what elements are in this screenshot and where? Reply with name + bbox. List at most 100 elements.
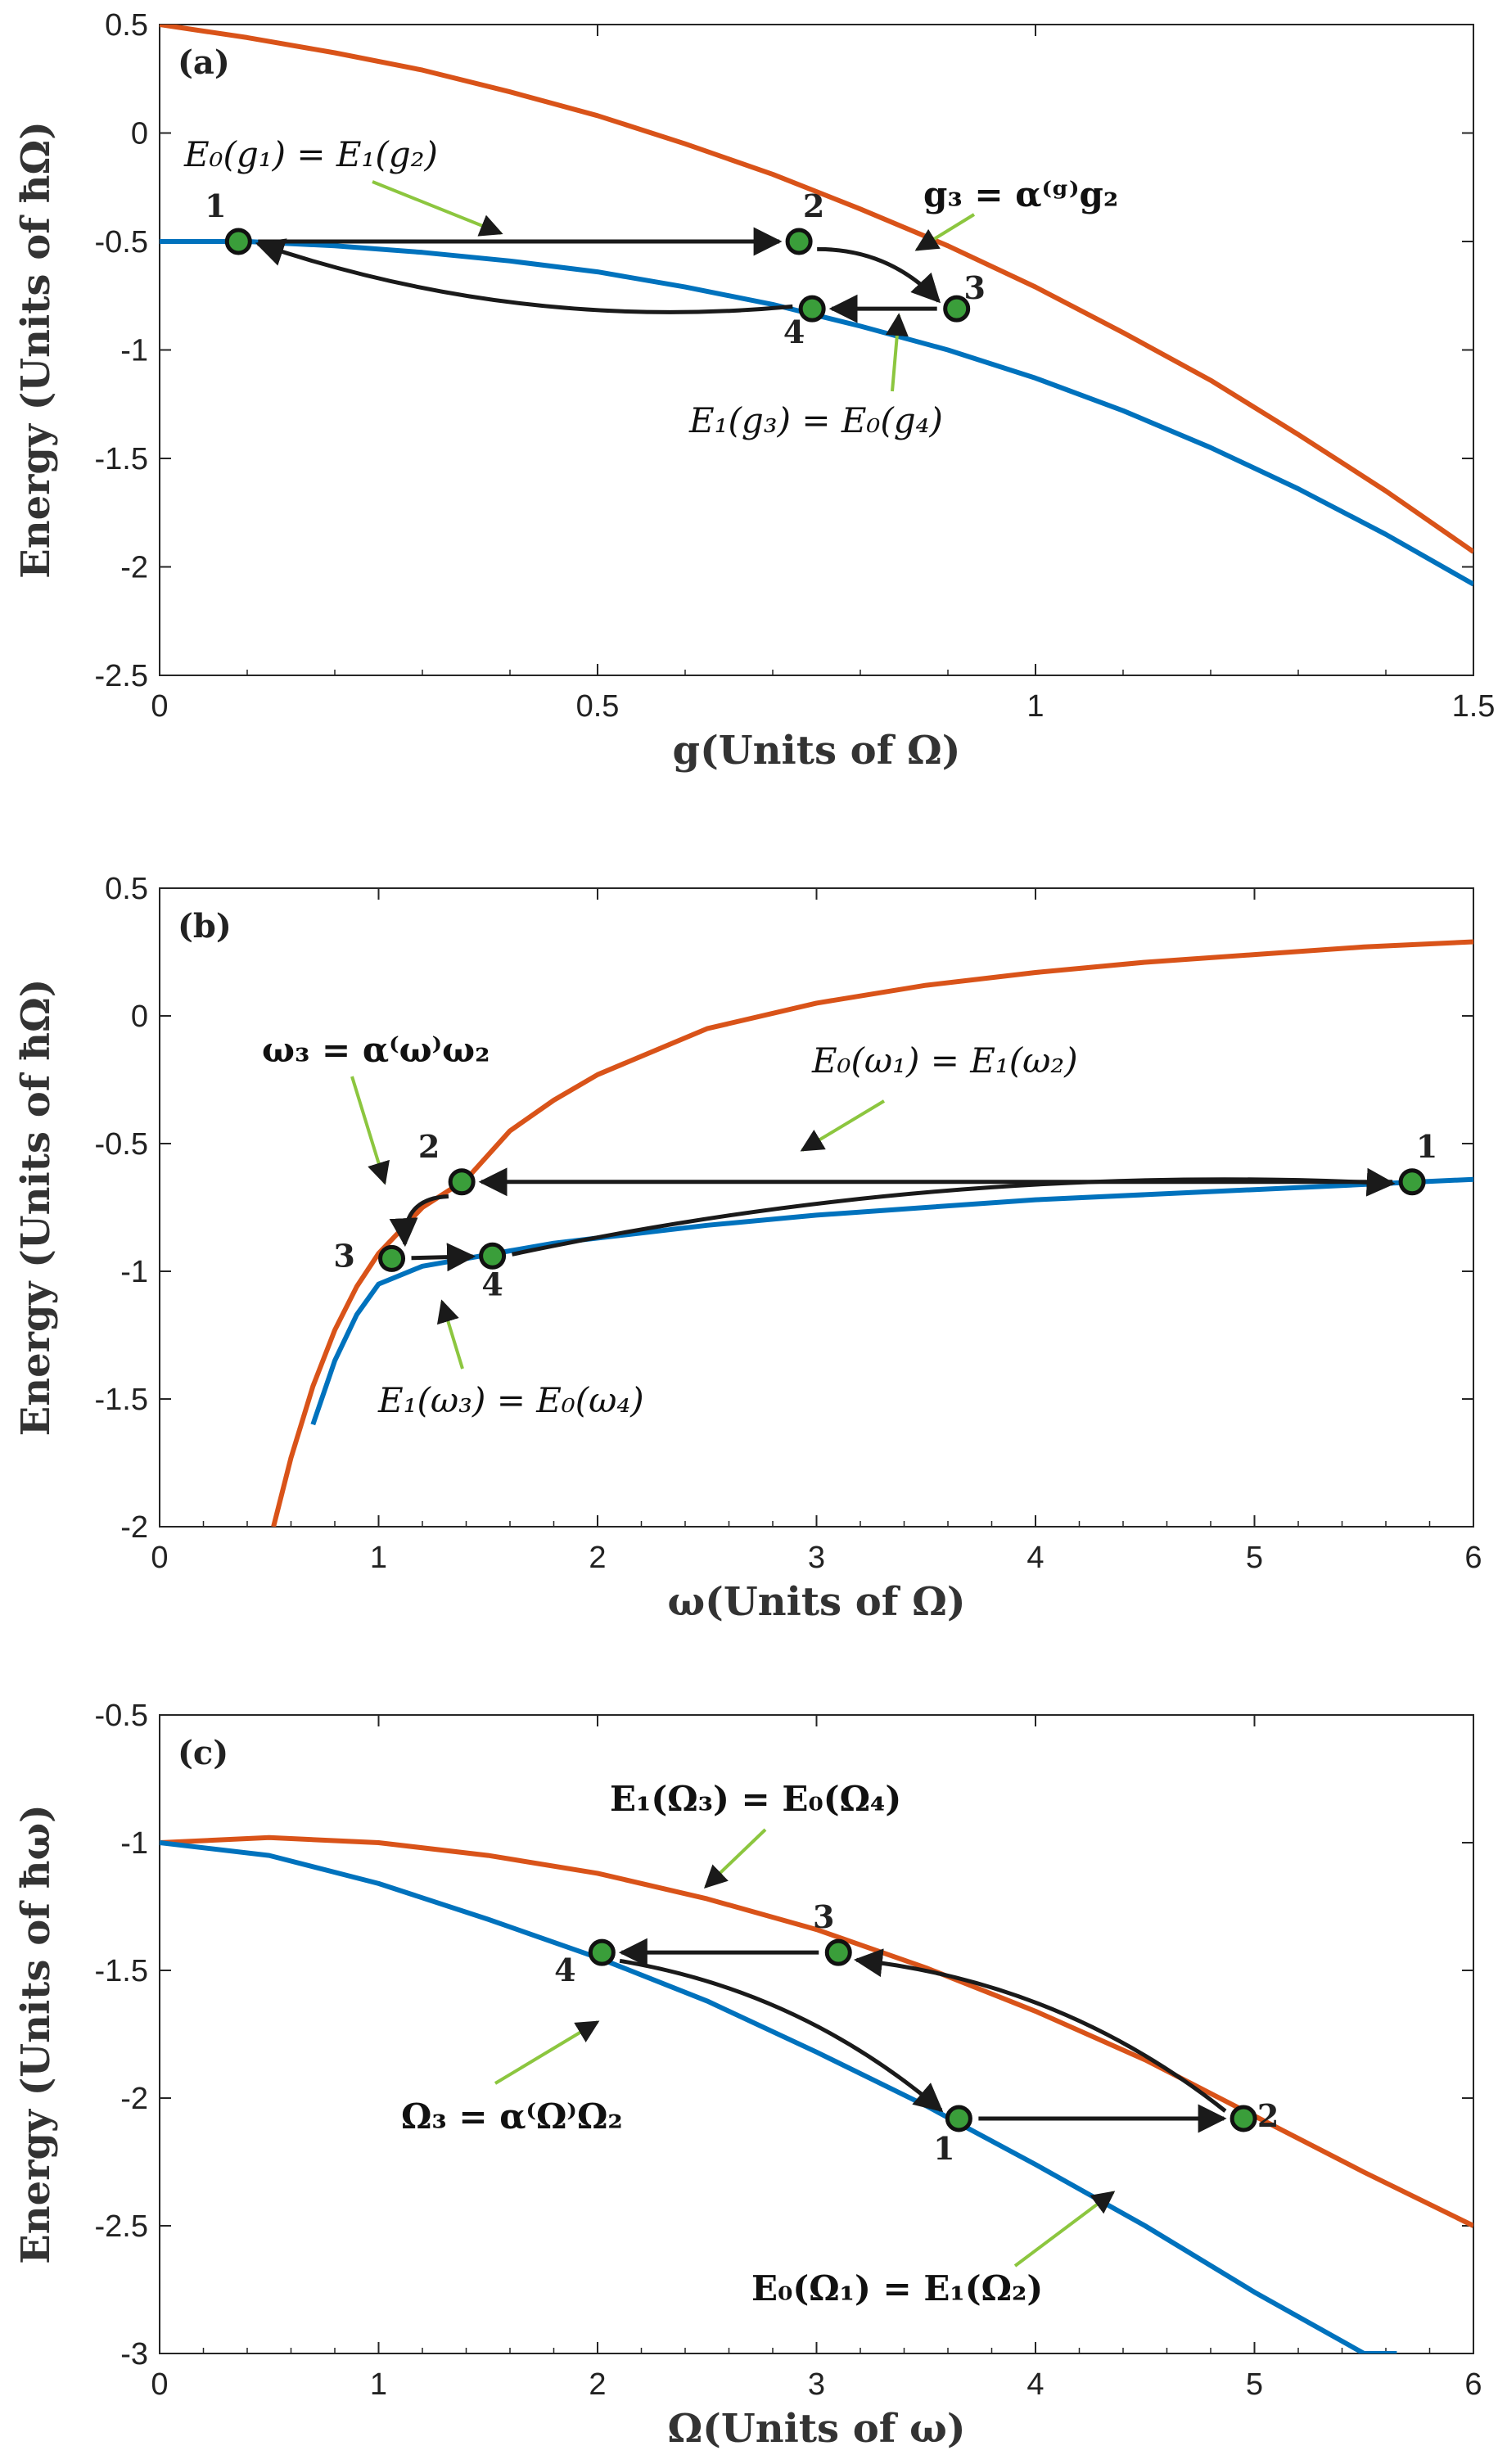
panel-b: 0 1 2 3 4 5 6 0.5 0 -0.5 -1 -1.5 -2 1 2 3 4 (b) ω(Units… <box>13 872 1482 1625</box>
point-label: 4 <box>481 1266 503 1302</box>
x-axis-label-b: ω(Units of Ω) <box>667 1579 965 1625</box>
point-label: 3 <box>963 269 985 306</box>
point-label: 4 <box>783 314 805 350</box>
arrows-a <box>255 227 941 323</box>
ticks-c: 0 1 2 3 4 5 6 -0.5 -1 -1.5 -2 -2.5 -3 <box>95 1699 1482 2402</box>
x-tick-label: 1.5 <box>1452 689 1496 724</box>
pointer-line <box>350 1076 390 1185</box>
ticks-b: 0 1 2 3 4 5 6 0.5 0 -0.5 -1 -1.5 -2 <box>95 872 1482 1575</box>
y-tick-label: -0.5 <box>95 225 148 259</box>
x-tick-label: 0 <box>151 689 168 724</box>
x-tick-label: 4 <box>1026 1541 1044 1575</box>
point-label: 2 <box>1257 2097 1279 2134</box>
point-label: 3 <box>333 1237 354 1274</box>
y-tick-label: 0 <box>131 117 148 151</box>
panel-label-b: (b) <box>178 907 232 945</box>
y-tick-label: -0.5 <box>95 1699 148 1733</box>
pointers-a <box>372 180 976 392</box>
point-label: 3 <box>813 1898 834 1935</box>
cycle-point-1 <box>945 2105 972 2132</box>
point-label: 1 <box>205 187 226 224</box>
cycle-point-3 <box>378 1244 406 1272</box>
pointer-line <box>1013 2191 1116 2268</box>
point-label: 4 <box>554 1952 575 1988</box>
cycle-point-2 <box>785 228 813 255</box>
y-tick-label: -2 <box>120 551 148 585</box>
y-axis-label-b: Energy (Units of ħΩ) <box>13 979 59 1437</box>
y-tick-label: -1.5 <box>95 1954 148 1988</box>
x-tick-label: 4 <box>1026 2367 1044 2402</box>
x-tick-label: 5 <box>1246 2367 1263 2402</box>
transition-arrow <box>411 1243 476 1272</box>
y-tick-label: -2.5 <box>95 2209 148 2244</box>
annotation-b-1: ω₃ = α⁽ω⁾ω₂ <box>262 1030 490 1070</box>
series-line-1 <box>271 939 1473 1527</box>
y-tick-label: -1 <box>120 1255 148 1289</box>
transition-arrow <box>512 1167 1396 1257</box>
annotation-a-2: g₃ = α⁽ᵍ⁾g₂ <box>923 174 1118 214</box>
pointer-line <box>800 1099 886 1152</box>
panel-a: 0 0.5 1 1.5 0.5 0 -0.5 -1 -1.5 -2 -2.5 1 2 3 4 (a) g(… <box>13 8 1495 774</box>
cycle-point-4 <box>588 1938 616 1966</box>
pointer-line <box>436 1299 464 1370</box>
x-tick-label: 3 <box>808 2367 825 2402</box>
cycle-point-1 <box>224 228 252 255</box>
x-tick-label: 1 <box>370 2367 387 2402</box>
y-tick-label: 0 <box>131 1000 148 1034</box>
pointer-line <box>494 2020 600 2085</box>
x-tick-label: 0 <box>151 1541 168 1575</box>
transition-arrow <box>853 1948 1227 2113</box>
points-c: 1 2 3 4 <box>554 1898 1279 2167</box>
cycle-point-4 <box>479 1242 507 1270</box>
point-label: 1 <box>1416 1128 1437 1165</box>
y-tick-label: -2 <box>120 1510 148 1545</box>
points-b: 1 2 3 4 <box>333 1128 1437 1302</box>
pointer-line <box>372 180 503 237</box>
y-axis-label-a: Energy (Units of ħΩ) <box>13 121 59 579</box>
x-tick-label: 3 <box>808 1541 825 1575</box>
x-axis-label-c: Ω(Units of ω) <box>667 2406 965 2452</box>
point-label: 2 <box>418 1128 440 1165</box>
arrows-c <box>618 1938 1227 2133</box>
y-tick-label: -1.5 <box>95 1383 148 1417</box>
annotation-c-3: E₀(Ω₁) = E₁(Ω₂) <box>751 2268 1043 2308</box>
points-a: 1 2 3 4 <box>205 187 986 350</box>
transition-arrow <box>817 246 941 304</box>
annotation-a-1: E₀(g₁) = E₁(g₂) <box>183 134 438 174</box>
x-tick-label: 5 <box>1246 1541 1263 1575</box>
cycle-point-2 <box>448 1168 476 1196</box>
plot-frame-b <box>159 887 1474 1528</box>
pointer-line <box>914 213 976 251</box>
x-tick-label: 1 <box>370 1541 387 1575</box>
annotation-a-3: E₁(g₃) = E₀(g₄) <box>688 400 943 440</box>
cycle-point-1 <box>1398 1168 1426 1196</box>
panel-label-a: (a) <box>178 43 230 82</box>
annotation-c-1: E₁(Ω₃) = E₀(Ω₄) <box>610 1779 901 1819</box>
x-tick-label: 1 <box>1026 689 1044 724</box>
x-tick-label: 0.5 <box>576 689 620 724</box>
arrows-b <box>389 1167 1396 1272</box>
ticks-a: 0 0.5 1 1.5 0.5 0 -0.5 -1 -1.5 -2 -2.5 <box>95 8 1496 724</box>
transition-arrow <box>389 1194 449 1248</box>
annotation-c-2: Ω₃ = α⁽Ω⁾Ω₂ <box>401 2096 623 2137</box>
cycle-point-3 <box>824 1938 852 1966</box>
annotation-b-3: E₁(ω₃) = E₀(ω₄) <box>377 1380 644 1420</box>
cycle-point-3 <box>943 295 971 323</box>
panel-label-c: (c) <box>178 1734 228 1772</box>
panel-c: 0 1 2 3 4 5 6 -0.5 -1 -1.5 -2 -2.5 -3 1 2 3 4 (c) Ω(Uni… <box>13 1699 1482 2452</box>
x-tick-label: 6 <box>1464 1541 1482 1575</box>
y-tick-label: 0.5 <box>105 872 148 906</box>
cycle-point-4 <box>798 295 826 323</box>
point-label: 2 <box>803 187 824 224</box>
cycle-point-2 <box>1230 2105 1257 2132</box>
x-tick-label: 0 <box>151 2367 168 2402</box>
plot-frame-a <box>159 24 1474 676</box>
transition-arrow <box>255 238 793 314</box>
series-line-2 <box>160 1840 1397 2353</box>
y-tick-label: -1.5 <box>95 442 148 476</box>
transition-arrow <box>619 1958 944 2113</box>
y-tick-label: 0.5 <box>105 8 148 43</box>
y-tick-label: -1 <box>120 334 148 368</box>
y-tick-label: -1 <box>120 1826 148 1861</box>
